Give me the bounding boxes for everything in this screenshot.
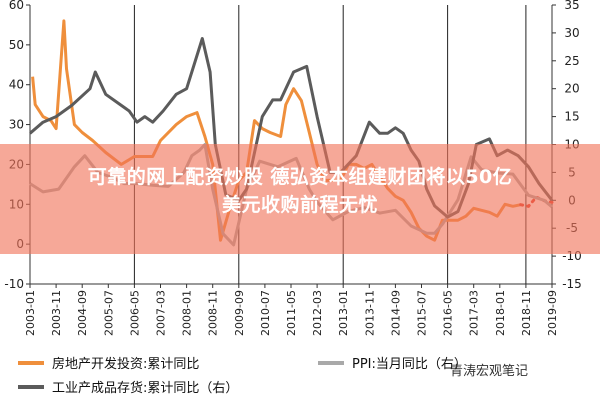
x-tick-label: 2003-11 [50, 290, 63, 336]
watermark: 青涛宏观笔记 [450, 364, 529, 379]
x-tick-label: 2009-09 [233, 290, 246, 336]
x-tick-label: 2017-03 [468, 290, 481, 336]
x-tick-label: 2007-03 [155, 290, 168, 336]
right-tick-label: 25 [564, 54, 579, 68]
legend-label: 工业产成品存货:累计同比（右） [52, 380, 238, 396]
ad-banner[interactable]: 可靠的网上配资炒股 德弘资本组建财团将以50亿 美元收购前程无忧 [0, 144, 600, 254]
ad-banner-line-1: 可靠的网上配资炒股 德弘资本组建财团将以50亿 [87, 166, 513, 188]
left-tick-label: 30 [9, 118, 24, 132]
legend: 房地产开发投资:累计同比 PPI:当月同比（右） 工业产成品存货:累计同比（右） [18, 356, 467, 396]
x-tick-label: 2019-09 [546, 290, 559, 336]
right-tick-label: 35 [564, 0, 579, 12]
x-tick-label: 2003-01 [24, 290, 37, 336]
x-tick-label: 2008-11 [207, 290, 220, 336]
ad-banner-line-2: 美元收购前程无忧 [221, 194, 378, 216]
x-tick-label: 2018-01 [494, 290, 507, 336]
right-tick-label: -15 [562, 277, 582, 291]
x-tick-label: 2012-03 [311, 290, 324, 336]
x-tick-label: 2013-11 [363, 290, 376, 336]
right-tick-label: 30 [564, 26, 579, 40]
left-tick-label: 50 [9, 38, 24, 52]
legend-label: 房地产开发投资:累计同比 [52, 356, 199, 372]
x-tick-label: 2015-07 [416, 290, 429, 336]
x-tick-label: 2011-05 [285, 290, 298, 336]
x-axis: 2003-01 2003-11 2004-09 2005-07 2006-05 2007-… [24, 284, 559, 336]
x-tick-label: 2013-01 [337, 290, 350, 336]
left-tick-label: 60 [9, 0, 24, 12]
x-tick-label: 2010-07 [259, 290, 272, 336]
x-tick-label: 2006-05 [128, 290, 141, 336]
x-tick-label: 2014-09 [389, 290, 402, 336]
right-tick-label: 15 [564, 110, 579, 124]
x-tick-label: 2016-05 [442, 290, 455, 336]
x-tick-label: 2008-01 [181, 290, 194, 336]
x-tick-label: 2005-07 [102, 290, 115, 336]
left-tick-label: -10 [4, 277, 24, 291]
legend-label: PPI:当月同比（右） [352, 357, 467, 372]
left-tick-label: 40 [9, 78, 24, 92]
x-tick-label: 2004-09 [76, 290, 89, 336]
x-tick-label: 2018-11 [520, 290, 533, 336]
right-tick-label: 20 [564, 82, 579, 96]
